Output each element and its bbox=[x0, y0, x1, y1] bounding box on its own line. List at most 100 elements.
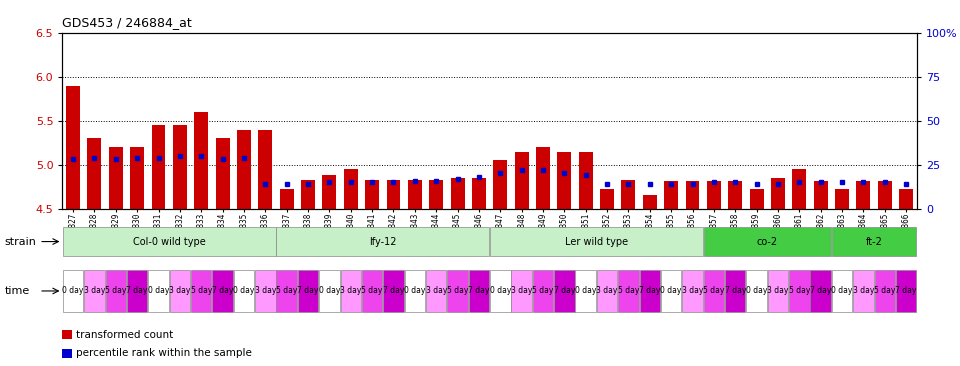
Text: 7 day: 7 day bbox=[725, 287, 746, 295]
Text: 7 day: 7 day bbox=[810, 287, 831, 295]
Bar bbox=[426, 269, 446, 313]
Bar bbox=[450, 178, 465, 209]
Text: 7 day: 7 day bbox=[554, 287, 575, 295]
Bar bbox=[319, 269, 340, 313]
Bar bbox=[106, 269, 126, 313]
Bar bbox=[810, 269, 831, 313]
Bar bbox=[685, 180, 700, 209]
Bar bbox=[170, 269, 190, 313]
Bar bbox=[831, 269, 852, 313]
Bar bbox=[62, 349, 72, 358]
Bar bbox=[301, 180, 315, 209]
Bar bbox=[194, 112, 208, 209]
Text: 3 day: 3 day bbox=[852, 287, 875, 295]
Bar bbox=[276, 227, 490, 256]
Text: 0 day: 0 day bbox=[746, 287, 767, 295]
Text: ft-2: ft-2 bbox=[866, 236, 882, 247]
Bar bbox=[789, 269, 809, 313]
Text: time: time bbox=[5, 286, 30, 296]
Bar bbox=[853, 269, 874, 313]
Bar bbox=[62, 269, 84, 313]
Bar bbox=[683, 269, 703, 313]
Text: 5 day: 5 day bbox=[361, 287, 383, 295]
Text: 3 day: 3 day bbox=[511, 287, 533, 295]
Bar bbox=[875, 269, 895, 313]
Bar bbox=[365, 180, 379, 209]
Bar bbox=[768, 269, 788, 313]
Bar bbox=[408, 180, 421, 209]
Bar bbox=[131, 147, 144, 209]
Bar bbox=[255, 269, 276, 313]
Bar bbox=[515, 152, 529, 209]
Bar bbox=[771, 178, 785, 209]
Bar bbox=[212, 269, 233, 313]
Bar bbox=[877, 180, 892, 209]
Bar bbox=[746, 269, 767, 313]
Text: transformed count: transformed count bbox=[76, 330, 173, 340]
Bar bbox=[900, 189, 913, 209]
Text: percentile rank within the sample: percentile rank within the sample bbox=[76, 348, 252, 358]
Bar bbox=[533, 269, 553, 313]
Bar bbox=[66, 86, 80, 209]
Bar bbox=[191, 269, 211, 313]
Bar bbox=[575, 269, 596, 313]
Bar bbox=[62, 330, 72, 339]
Text: 7 day: 7 day bbox=[127, 287, 148, 295]
Text: 0 day: 0 day bbox=[319, 287, 340, 295]
Text: 5 day: 5 day bbox=[874, 287, 896, 295]
Text: 5 day: 5 day bbox=[532, 287, 554, 295]
Bar bbox=[792, 169, 806, 209]
Text: 0 day: 0 day bbox=[62, 287, 84, 295]
Text: 5 day: 5 day bbox=[190, 287, 212, 295]
Text: strain: strain bbox=[5, 236, 36, 247]
Bar bbox=[600, 189, 614, 209]
Text: 5 day: 5 day bbox=[276, 287, 298, 295]
Bar bbox=[664, 180, 678, 209]
Text: Col-0 wild type: Col-0 wild type bbox=[132, 236, 205, 247]
Bar bbox=[447, 269, 468, 313]
Bar bbox=[429, 180, 444, 209]
Bar bbox=[387, 180, 400, 209]
Text: 3 day: 3 day bbox=[84, 287, 106, 295]
Bar bbox=[152, 125, 165, 209]
Text: 5 day: 5 day bbox=[617, 287, 639, 295]
Bar bbox=[468, 269, 490, 313]
Bar bbox=[216, 138, 229, 209]
Bar bbox=[725, 269, 746, 313]
Bar bbox=[835, 189, 849, 209]
Bar bbox=[707, 180, 721, 209]
Text: 3 day: 3 day bbox=[682, 287, 704, 295]
Bar bbox=[233, 269, 254, 313]
Text: 3 day: 3 day bbox=[254, 287, 276, 295]
Bar bbox=[750, 189, 763, 209]
Bar bbox=[87, 138, 102, 209]
Text: 3 day: 3 day bbox=[425, 287, 447, 295]
Bar bbox=[493, 160, 507, 209]
Text: Ler wild type: Ler wild type bbox=[564, 236, 628, 247]
Text: 0 day: 0 day bbox=[660, 287, 682, 295]
Bar bbox=[856, 180, 871, 209]
Bar bbox=[298, 269, 319, 313]
Text: 7 day: 7 day bbox=[468, 287, 490, 295]
Bar bbox=[896, 269, 917, 313]
Bar bbox=[558, 152, 571, 209]
Bar bbox=[323, 175, 336, 209]
Text: 3 day: 3 day bbox=[340, 287, 362, 295]
Bar bbox=[108, 147, 123, 209]
Bar bbox=[512, 269, 532, 313]
Bar bbox=[279, 189, 294, 209]
Text: 0 day: 0 day bbox=[490, 287, 511, 295]
Bar bbox=[643, 195, 657, 209]
Bar bbox=[404, 269, 425, 313]
Bar bbox=[618, 269, 638, 313]
Bar bbox=[536, 147, 550, 209]
Text: 0 day: 0 day bbox=[831, 287, 852, 295]
Text: GDS453 / 246884_at: GDS453 / 246884_at bbox=[62, 16, 192, 29]
Bar bbox=[258, 130, 273, 209]
Bar bbox=[639, 269, 660, 313]
Text: 7 day: 7 day bbox=[383, 287, 404, 295]
Bar bbox=[831, 227, 917, 256]
Bar bbox=[660, 269, 682, 313]
Bar bbox=[490, 227, 703, 256]
Bar bbox=[173, 125, 187, 209]
